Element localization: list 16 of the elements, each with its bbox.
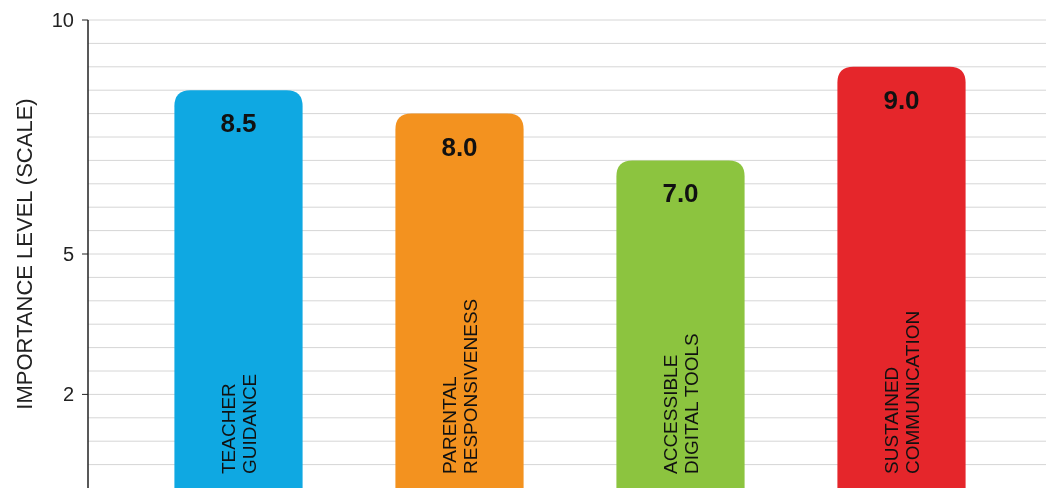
x-tick-label: TEACHER GUIDANCE [218,373,260,474]
data-label: 7.0 [662,178,699,209]
data-label: 8.0 [441,131,478,162]
bar [616,160,745,488]
bar [174,90,303,488]
y-tick-label: 5 [62,243,74,265]
x-tick-label: PARENTAL RESPONSIVENESS [439,298,481,474]
y-axis-title: IMPORTANCE LEVEL (SCALE) [12,98,37,410]
bar [395,113,524,488]
data-label: 8.5 [220,108,257,139]
data-label: 9.0 [883,84,920,115]
x-tick-label: SUSTAINED COMMUNICATION [881,310,923,474]
y-tick-label: 2 [62,383,74,406]
y-tick-label: 10 [51,9,74,31]
bar [837,66,966,488]
x-tick-label: ACCESSIBLE DIGITAL TOOLS [660,333,702,474]
